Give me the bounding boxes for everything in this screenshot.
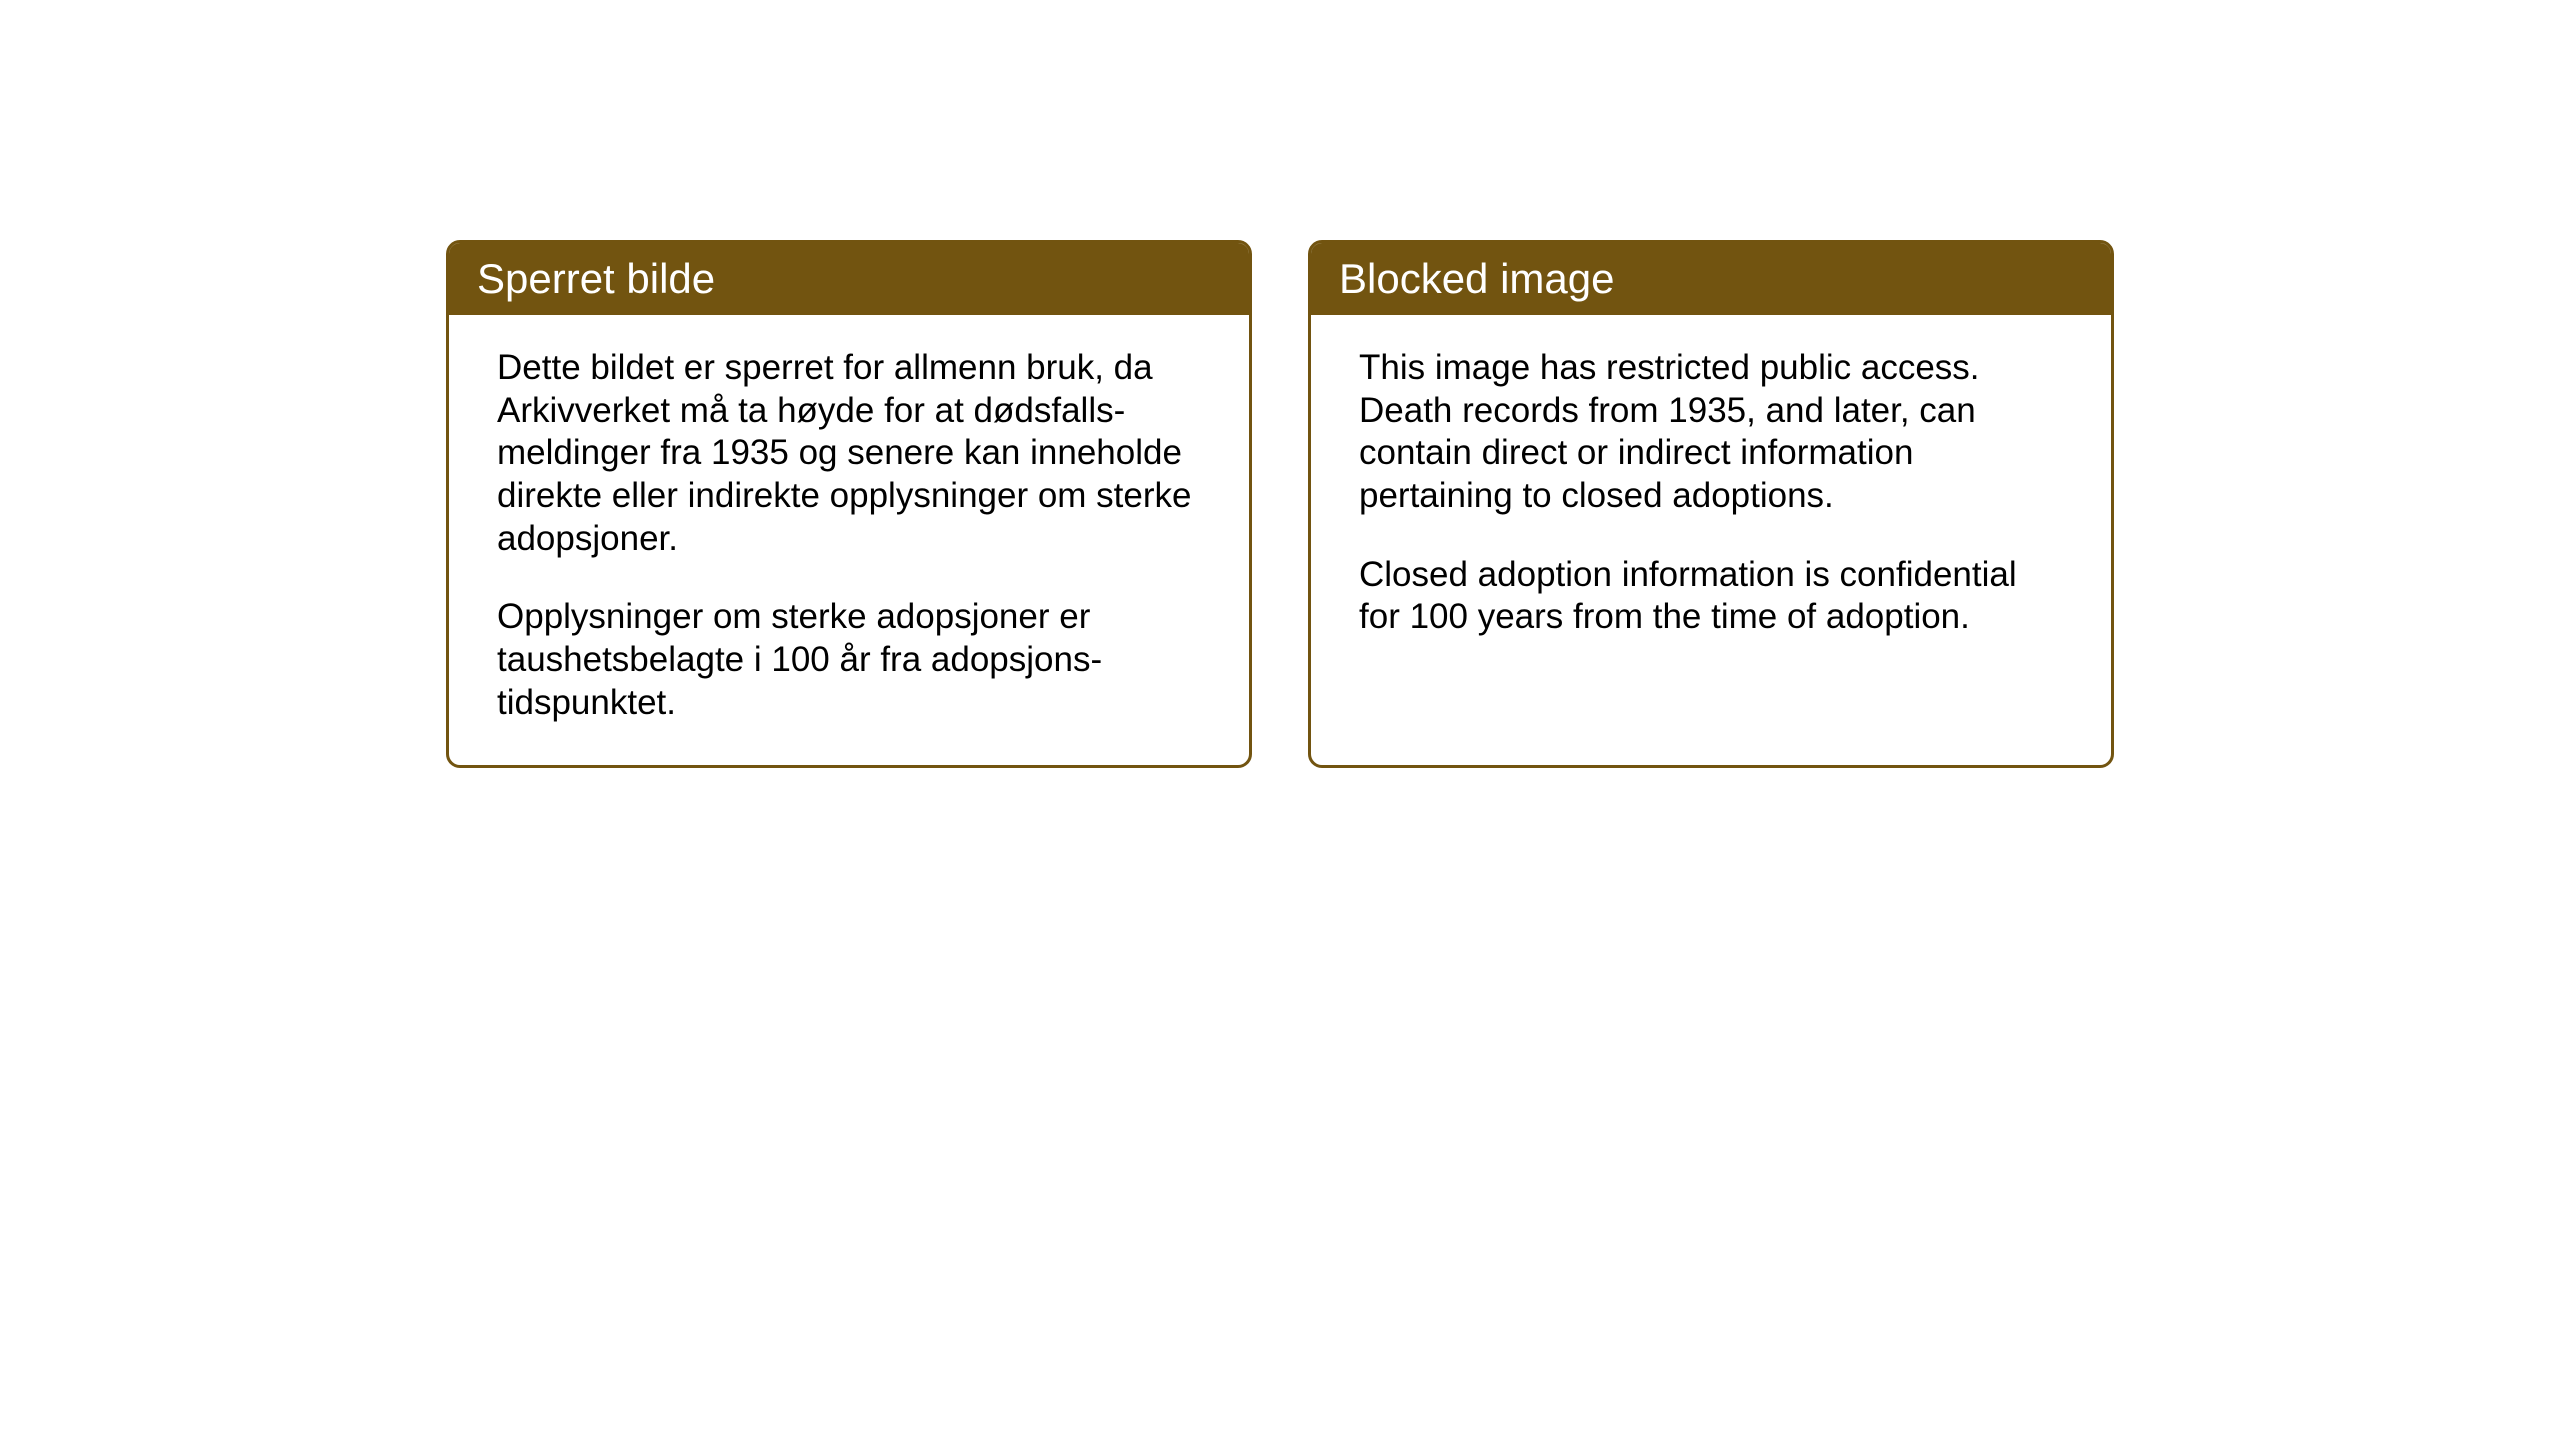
card-title-english: Blocked image (1339, 255, 1614, 302)
card-paragraph-1-english: This image has restricted public access.… (1359, 347, 2063, 518)
card-paragraph-2-english: Closed adoption information is confident… (1359, 554, 2063, 639)
card-english: Blocked image This image has restricted … (1308, 240, 2114, 768)
card-header-english: Blocked image (1311, 243, 2111, 315)
card-body-norwegian: Dette bildet er sperret for allmenn bruk… (449, 315, 1249, 765)
cards-container: Sperret bilde Dette bildet er sperret fo… (446, 240, 2114, 768)
card-title-norwegian: Sperret bilde (477, 255, 715, 302)
card-paragraph-1-norwegian: Dette bildet er sperret for allmenn bruk… (497, 347, 1201, 560)
card-body-english: This image has restricted public access.… (1311, 315, 2111, 679)
card-header-norwegian: Sperret bilde (449, 243, 1249, 315)
card-norwegian: Sperret bilde Dette bildet er sperret fo… (446, 240, 1252, 768)
card-paragraph-2-norwegian: Opplysninger om sterke adopsjoner er tau… (497, 596, 1201, 724)
